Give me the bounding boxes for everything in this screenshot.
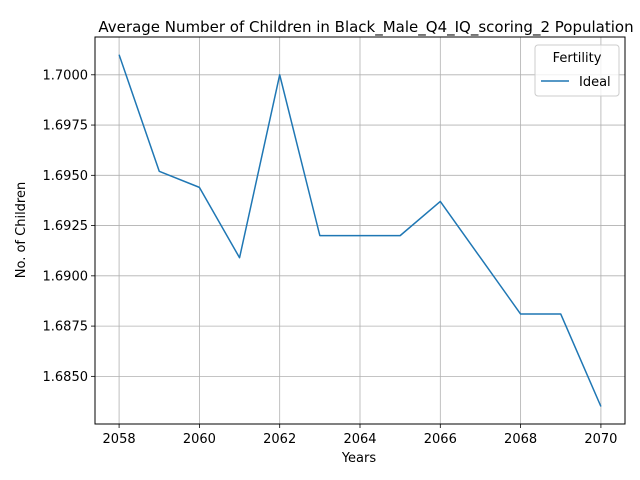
- legend: Fertility Ideal: [534, 44, 620, 97]
- x-tick-label: 2068: [504, 432, 537, 447]
- series-layer: [118, 54, 602, 407]
- y-tick-label: 1.6875: [43, 320, 89, 335]
- x-tick-label: 2062: [263, 432, 296, 447]
- y-tick-label: 1.7000: [43, 68, 89, 83]
- x-tick-label: 2066: [424, 432, 457, 447]
- y-tick-label: 1.6900: [43, 269, 89, 284]
- x-tick-label: 2064: [343, 432, 376, 447]
- y-tick-label: 1.6925: [43, 219, 89, 234]
- x-tick-label: 2058: [103, 432, 136, 447]
- x-axis: 2058 2060 2062 2064 2066 2068 2070: [103, 424, 617, 447]
- x-axis-label: Years: [341, 451, 377, 466]
- series-line-ideal: [118, 54, 602, 407]
- legend-box: [534, 44, 620, 97]
- legend-title: Fertility: [553, 51, 602, 66]
- x-tick-label: 2070: [584, 432, 617, 447]
- chart-title: Average Number of Children in Black_Male…: [98, 18, 633, 37]
- y-tick-label: 1.6975: [43, 119, 89, 134]
- y-tick-label: 1.6950: [43, 169, 89, 184]
- legend-label-ideal: Ideal: [579, 75, 611, 90]
- y-axis: 1.6850 1.6875 1.6900 1.6925 1.6950 1.6975 1.70…: [43, 68, 95, 385]
- y-tick-label: 1.6850: [43, 370, 89, 385]
- x-tick-label: 2060: [183, 432, 216, 447]
- y-axis-label: No. of Children: [14, 182, 29, 278]
